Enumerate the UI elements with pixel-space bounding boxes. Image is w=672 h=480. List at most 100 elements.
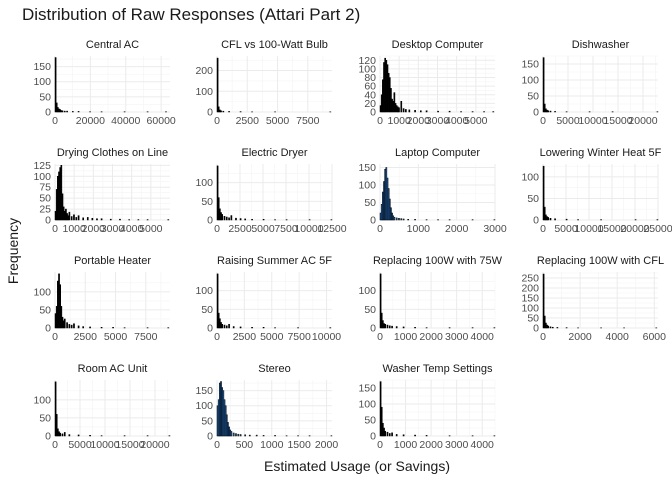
y-tick-label: 150 <box>33 61 51 73</box>
histogram-bar <box>408 109 411 113</box>
y-tick-label: 100 <box>33 394 51 406</box>
x-tick-label: 5000 <box>104 331 128 343</box>
histogram-bar <box>216 273 219 329</box>
histogram-bar <box>75 217 78 221</box>
y-tick-label: 100 <box>195 177 213 189</box>
histogram-bar <box>425 110 428 113</box>
x-tick-label: 4000 <box>471 439 495 451</box>
facet-strip-label: Replacing 100W with 75W <box>373 255 503 267</box>
histogram-bar <box>420 110 422 113</box>
facet-strip-label: Laptop Computer <box>395 147 480 159</box>
y-tick-label: 200 <box>521 283 539 295</box>
y-tick-label: 50 <box>39 304 51 316</box>
y-tick-label: 50 <box>364 197 376 209</box>
histogram-bar <box>72 111 74 113</box>
histogram-bar <box>414 219 416 221</box>
y-tick-label: 100 <box>521 75 539 87</box>
x-tick-label: 2500 <box>228 223 252 235</box>
x-tick-label: 5000 <box>251 223 275 235</box>
x-tick-label: 3000 <box>483 223 507 235</box>
y-tick-label: 20 <box>364 98 376 110</box>
histogram-bar <box>100 327 103 329</box>
y-tick-label: 0 <box>370 215 376 227</box>
histogram-bar <box>239 326 242 329</box>
y-tick-label: 60 <box>364 81 376 93</box>
histogram-bar <box>89 435 91 437</box>
x-tick-label: 1500 <box>287 439 311 451</box>
histogram-bar <box>235 433 237 437</box>
x-tick-label: 5000 <box>556 115 580 127</box>
x-tick-label: 3000 <box>445 439 469 451</box>
x-tick-label: 0 <box>52 331 58 343</box>
x-tick-label: 2500 <box>233 331 257 343</box>
histogram-bar <box>402 218 405 221</box>
y-tick-label: 100 <box>195 400 213 412</box>
histogram-bar <box>119 218 121 221</box>
y-tick-label: 150 <box>358 383 376 395</box>
x-tick-label: 60000 <box>147 115 176 127</box>
histogram-bar <box>73 323 75 329</box>
histogram-bar <box>237 433 240 437</box>
histogram-bar <box>543 315 546 329</box>
x-tick-label: 5000 <box>139 223 163 235</box>
y-tick-label: 250 <box>521 273 539 285</box>
histogram-bar <box>217 106 220 113</box>
histogram-bar <box>395 326 398 329</box>
x-tick-label: 2000 <box>407 115 431 127</box>
x-tick-label: 0 <box>540 331 546 343</box>
histogram-bar <box>60 165 63 221</box>
histogram-bar <box>55 414 58 437</box>
x-tick-label: 0 <box>52 439 58 451</box>
y-tick-label: 50 <box>364 415 376 427</box>
x-tick-label: 2500 <box>236 115 260 127</box>
histogram-bar <box>63 110 66 113</box>
y-tick-label: 40 <box>364 89 376 101</box>
x-tick-label: 0 <box>540 115 546 127</box>
histogram-bar <box>61 433 64 437</box>
x-tick-label: 0 <box>214 331 220 343</box>
histogram-bar <box>414 434 416 437</box>
x-tick-label: 3000 <box>445 331 469 343</box>
chart-title: Distribution of Raw Responses (Attari Pa… <box>22 5 360 24</box>
histogram-bar <box>542 165 545 221</box>
y-tick-label: 100 <box>521 171 539 183</box>
histogram-bar <box>255 434 258 437</box>
x-tick-label: 5000 <box>554 223 578 235</box>
y-tick-label: 0 <box>207 215 213 227</box>
y-tick-label: 100 <box>358 63 376 75</box>
histogram-bar <box>395 217 398 221</box>
histogram-bar <box>543 206 546 221</box>
x-tick-label: 1000 <box>62 223 86 235</box>
y-tick-label: 150 <box>521 293 539 305</box>
histogram-bar <box>244 218 247 221</box>
x-tick-label: 2000 <box>315 439 339 451</box>
facet-strip-label: Dishwasher <box>572 39 630 51</box>
y-tick-label: 150 <box>195 385 213 397</box>
histogram-bar <box>220 110 222 113</box>
y-axis-title: Frequency <box>5 218 21 284</box>
x-tick-label: 1000 <box>387 115 411 127</box>
histogram-bar <box>228 324 230 329</box>
y-tick-label: 150 <box>521 59 539 71</box>
histogram-bar <box>405 109 407 113</box>
facet-strip-label: Stereo <box>258 363 290 375</box>
y-tick-label: 80 <box>364 72 376 84</box>
histogram-bar <box>73 214 75 221</box>
facet-strip-label: Electric Dryer <box>241 147 307 159</box>
histogram-bar <box>59 432 61 437</box>
y-tick-label: 0 <box>533 215 539 227</box>
histogram-bar <box>225 325 228 329</box>
histogram-bar <box>96 218 98 221</box>
x-tick-label: 0 <box>377 331 383 343</box>
histogram-bar <box>70 324 73 329</box>
y-tick-label: 0 <box>533 107 539 119</box>
y-tick-label: 100 <box>195 86 213 98</box>
histogram-bar <box>54 57 57 113</box>
histogram-bar <box>112 327 114 329</box>
y-tick-label: 50 <box>39 91 51 103</box>
x-tick-label: 7500 <box>274 223 298 235</box>
